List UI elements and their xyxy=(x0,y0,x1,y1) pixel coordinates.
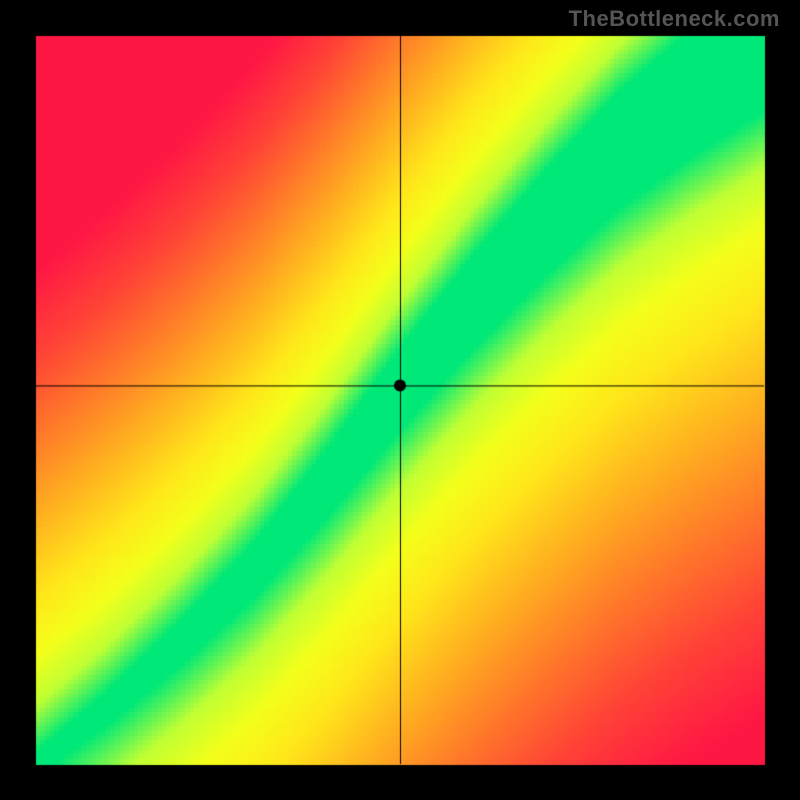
chart-container: { "watermark": { "text": "TheBottleneck.… xyxy=(0,0,800,800)
bottleneck-heatmap xyxy=(0,0,800,800)
watermark-text: TheBottleneck.com xyxy=(569,6,780,32)
